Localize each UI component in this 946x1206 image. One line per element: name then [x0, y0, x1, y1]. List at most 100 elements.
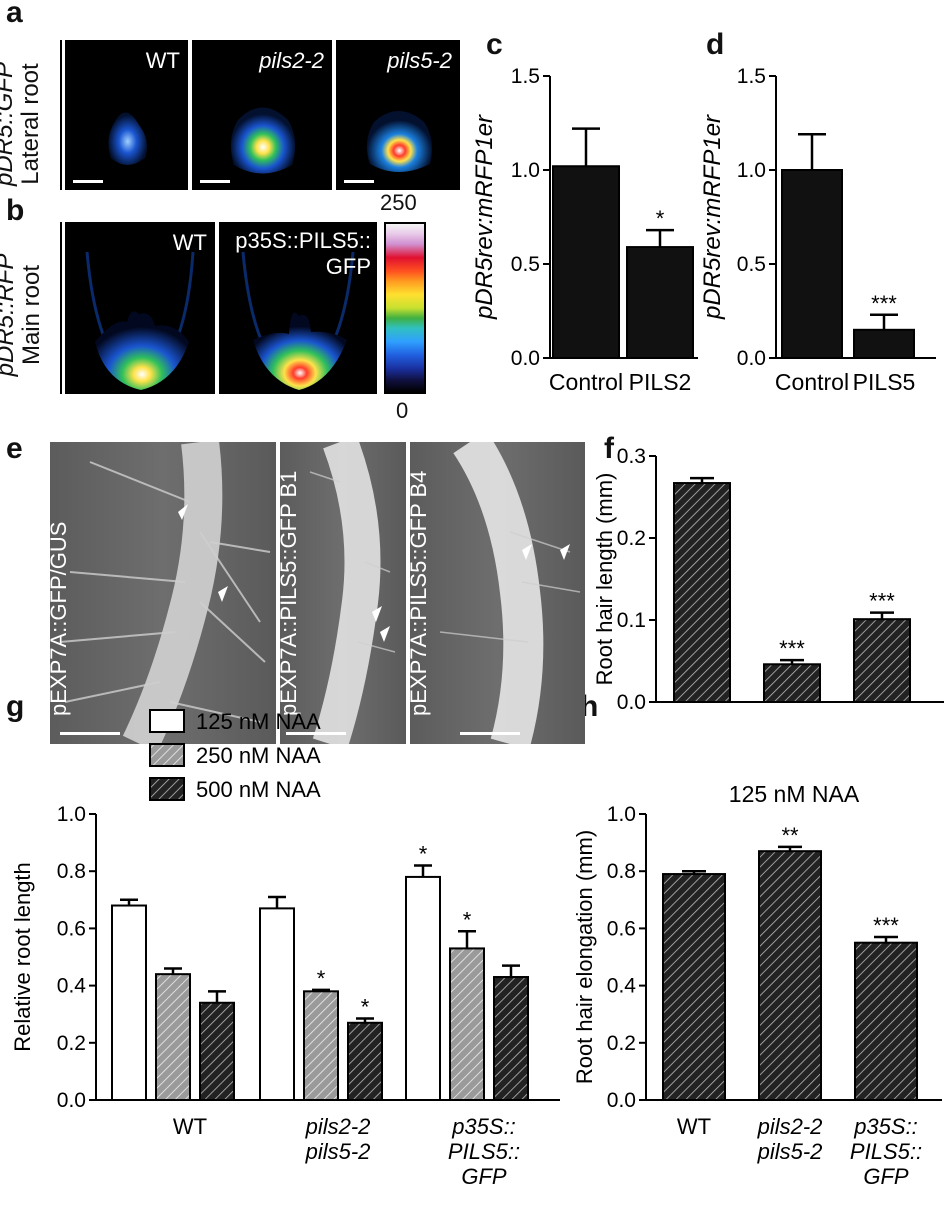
significance-label: * [656, 206, 665, 231]
panel-b-ylabel: pDR5::RFP Main root [0, 230, 53, 400]
panel-b-label-wt: WT [172, 230, 207, 255]
y-tick-label: 0.0 [737, 347, 766, 370]
legend-swatch [149, 743, 185, 767]
chart-c: 0.0 0.5 1.0 1.5 pDR5rev:mRFP1er Control * PILS2 [471, 65, 698, 395]
significance-label: *** [869, 589, 895, 614]
y-tick-label: 0.2 [57, 1032, 86, 1055]
y-axis-label: Relative root length [10, 862, 35, 1052]
x-tick-label: PILS5 [762, 716, 822, 720]
legend-swatch [149, 709, 185, 733]
panel-b-label-pils5-line2: GFP [325, 254, 371, 279]
x-tick-label: WT [677, 1114, 711, 1139]
bar [303, 990, 339, 1102]
x-tick-label: PILS5 [852, 716, 912, 720]
x-tick-label: PILS5 [853, 369, 916, 395]
bar [763, 663, 821, 703]
x-tick-label: PILS5:: [448, 1139, 520, 1164]
bar [781, 169, 843, 359]
panel-letter-c: c [486, 28, 503, 61]
y-tick-label: 1.5 [737, 65, 766, 88]
y-tick-label: 0.0 [607, 1089, 636, 1112]
colorbar [384, 222, 426, 394]
bar [758, 850, 822, 1101]
panel-letter-g: g [6, 690, 25, 723]
y-tick-label: 0.0 [617, 691, 646, 714]
x-tick-label: p35S:: [451, 1114, 516, 1139]
panel-a-image-pils2: pils2-2 [192, 40, 332, 190]
chart-d: 0.0 0.5 1.0 1.5 pDR5rev:mRFP1er Control *** PIL… [700, 65, 936, 395]
panel-letter-d: d [706, 28, 725, 61]
bar [111, 904, 147, 1101]
legend-label: 250 nM NAA [196, 743, 321, 768]
panel-e-label-gfp-gus: pEXP7A::GFP/GUS [50, 521, 71, 716]
y-axis-label: Root hair elongation (mm) [572, 830, 597, 1084]
panel-b-label-pils5: p35S::PILS5:: GFP [235, 228, 371, 280]
panel-a-image-pils5: pils5-2 [336, 40, 460, 190]
x-tick-label: PILS2 [629, 369, 692, 395]
y-tick-label: 0.5 [737, 253, 766, 276]
x-tick-label: Control [775, 369, 849, 395]
y-tick-label: 0.0 [511, 347, 540, 370]
main-root-signal [241, 251, 355, 390]
y-tick-label: 0.8 [607, 860, 636, 883]
panel-a-label-pils5: pils5-2 [387, 48, 452, 73]
bar [199, 1001, 235, 1102]
legend-label: 500 nM NAA [196, 777, 321, 802]
x-tick-label: GFP [863, 1164, 909, 1189]
lateral-root-signal [230, 107, 296, 174]
scale-bar [344, 180, 374, 183]
x-tick-label: pils2-2 [757, 1114, 823, 1139]
root-hair-image [439, 442, 581, 744]
panel-b-ylabel-line2: Main root [18, 264, 45, 366]
panel-a-frame-line [60, 40, 62, 190]
root-hair-image [309, 442, 396, 744]
bar [626, 246, 694, 359]
panel-e-image-b1: pEXP7A::PILS5::GFP B1 [280, 442, 406, 744]
y-tick-label: 0.6 [57, 917, 86, 940]
panel-b-image-pils5: p35S::PILS5:: GFP [219, 222, 377, 394]
x-tick-label: GFP [461, 1164, 507, 1189]
y-tick-label: 0.6 [607, 917, 636, 940]
bar [259, 907, 295, 1101]
significance-label: ** [781, 823, 799, 848]
y-tick-label: 1.0 [607, 803, 636, 826]
y-tick-label: 1.0 [57, 803, 86, 826]
x-tick-label: pils5-2 [305, 1139, 371, 1164]
chart-g: 0.0 0.2 0.4 0.6 0.8 1.0 Relative root length * *… [10, 709, 560, 1189]
panel-b-image-wt: WT [65, 222, 215, 394]
significance-label: *** [871, 291, 897, 316]
lateral-root-signal [108, 112, 147, 165]
significance-label: *** [779, 636, 805, 661]
x-tick-label: p35S:: [853, 1114, 918, 1139]
bar [552, 165, 620, 359]
panel-e-label-b4: pEXP7A::PILS5::GFP B4 [410, 470, 431, 716]
bar [347, 1021, 383, 1101]
x-tick-label: pils5-2 [757, 1139, 823, 1164]
panel-letter-e: e [6, 432, 23, 465]
panel-a-label-pils2: pils2-2 [259, 48, 324, 73]
panel-a-ylabel-line1: pDR5::GFP [0, 61, 18, 187]
x-tick-label: WT [173, 1114, 207, 1139]
x-tick-label: pils2-2 [305, 1114, 371, 1139]
y-tick-label: 0.1 [617, 609, 646, 632]
y-axis-label: pDR5rev:mRFP1er [700, 114, 726, 320]
x-tick-label: PILS5:: [850, 1139, 922, 1164]
scale-bar [200, 180, 230, 183]
panel-letter-b: b [6, 194, 25, 227]
bar [673, 482, 731, 704]
y-tick-label: 1.5 [511, 65, 540, 88]
panel-a-ylabel: pDR5::GFP Lateral root [0, 44, 52, 204]
legend-label: 125 nM NAA [196, 709, 321, 734]
y-tick-label: 1.0 [511, 159, 540, 182]
panel-letter-a: a [6, 0, 23, 29]
bar [449, 947, 485, 1101]
panel-e-image-gfp-gus: pEXP7A::GFP/GUS [50, 442, 276, 744]
panel-b-frame-line [60, 222, 62, 394]
root-hair-image [59, 442, 271, 744]
colorbar-min-label: 0 [396, 398, 409, 423]
significance-label: *** [873, 913, 899, 938]
chart-h: 0.0 0.2 0.4 0.6 0.8 1.0 Root hair elongation (… [572, 781, 942, 1189]
y-tick-label: 1.0 [737, 159, 766, 182]
scale-bar [460, 732, 520, 735]
